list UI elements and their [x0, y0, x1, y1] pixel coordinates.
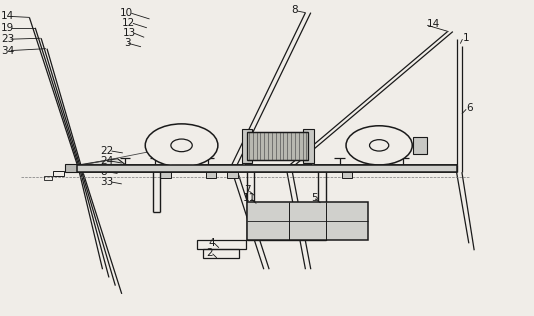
Bar	[77, 165, 457, 172]
Text: 4: 4	[208, 238, 215, 248]
Bar	[206, 172, 216, 178]
Text: 8: 8	[100, 167, 107, 177]
Text: 11: 11	[242, 193, 256, 204]
Text: 34: 34	[1, 46, 14, 56]
Bar	[203, 249, 239, 258]
Bar	[311, 163, 314, 165]
Bar	[413, 137, 427, 154]
Text: 10: 10	[120, 8, 134, 18]
Bar	[303, 129, 314, 163]
Text: 19: 19	[1, 23, 14, 33]
Bar	[247, 202, 368, 240]
Text: 14: 14	[427, 19, 441, 29]
Text: 6: 6	[466, 103, 473, 113]
Circle shape	[346, 126, 412, 165]
Text: 13: 13	[123, 28, 136, 38]
Bar	[197, 240, 246, 249]
Text: 1: 1	[462, 33, 469, 43]
Text: 8: 8	[291, 5, 297, 15]
Bar	[247, 132, 309, 160]
Text: 22: 22	[100, 146, 114, 156]
Text: 2: 2	[206, 248, 213, 258]
Bar	[53, 171, 64, 176]
Text: 23: 23	[1, 34, 14, 44]
Bar	[227, 172, 238, 178]
Bar	[242, 163, 245, 165]
Bar	[175, 165, 188, 167]
Bar	[342, 172, 352, 178]
Text: 14: 14	[1, 11, 14, 21]
Text: 5: 5	[311, 193, 317, 203]
Circle shape	[145, 124, 218, 167]
Bar	[65, 164, 78, 172]
Text: 7: 7	[245, 185, 251, 195]
Text: 3: 3	[124, 38, 130, 48]
Text: 24: 24	[100, 156, 114, 166]
Polygon shape	[79, 159, 128, 171]
Text: 12: 12	[122, 18, 135, 28]
Text: 33: 33	[100, 177, 114, 187]
Bar	[44, 176, 52, 180]
Bar	[242, 129, 253, 163]
Bar	[160, 172, 171, 178]
